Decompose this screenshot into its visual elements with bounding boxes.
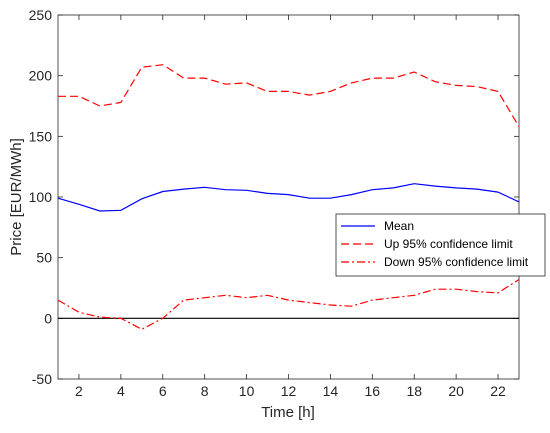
x-tick-label: 2 <box>75 383 83 399</box>
x-tick-label: 18 <box>406 383 422 399</box>
x-axis-title: Time [h] <box>261 404 315 421</box>
y-tick-label: 50 <box>36 250 52 266</box>
x-tick-label: 16 <box>365 383 381 399</box>
series-line-0 <box>57 183 520 212</box>
series-line-2 <box>57 278 520 330</box>
x-tick-label: 14 <box>323 383 339 399</box>
y-tick-label: 250 <box>29 7 53 23</box>
legend-label-up: Up 95% confidence limit <box>384 237 513 251</box>
x-tick-label: 8 <box>201 383 209 399</box>
x-tick-label: 12 <box>281 383 297 399</box>
plot-area <box>57 14 520 380</box>
x-tick-label: 4 <box>117 383 125 399</box>
series-line-1 <box>58 64 520 127</box>
y-tick-label: -50 <box>32 371 52 387</box>
legend-label-mean: Mean <box>384 219 414 233</box>
y-tick-label: 150 <box>29 128 53 144</box>
series-layer <box>57 64 520 330</box>
axis-ticks: 2 4 6 8 10 12 14 16 18 20 22 -50 0 50 100 150 200 250 <box>29 7 519 399</box>
x-tick-label: 10 <box>239 383 255 399</box>
legend-box <box>335 213 546 277</box>
y-tick-label: 200 <box>29 68 53 84</box>
legend-label-down: Down 95% confidence limit <box>384 255 529 269</box>
legend: Mean Up 95% confidence limit Down 95% co… <box>335 213 546 277</box>
x-tick-label: 6 <box>159 383 167 399</box>
x-tick-label: 20 <box>448 383 464 399</box>
y-tick-label: 0 <box>44 310 52 326</box>
y-axis-title: Price [EUR/MWh] <box>8 138 25 256</box>
y-tick-label: 100 <box>29 189 53 205</box>
x-tick-label: 22 <box>490 383 506 399</box>
